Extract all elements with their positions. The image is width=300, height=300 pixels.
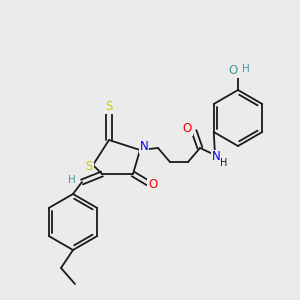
Text: H: H bbox=[68, 175, 76, 185]
Text: H: H bbox=[242, 64, 250, 74]
Text: O: O bbox=[182, 122, 192, 136]
Text: S: S bbox=[105, 100, 113, 113]
Text: H: H bbox=[220, 158, 228, 168]
Text: O: O bbox=[148, 178, 158, 191]
Text: N: N bbox=[140, 140, 148, 154]
Text: S: S bbox=[85, 160, 93, 173]
Text: N: N bbox=[212, 151, 220, 164]
Text: O: O bbox=[228, 64, 238, 77]
